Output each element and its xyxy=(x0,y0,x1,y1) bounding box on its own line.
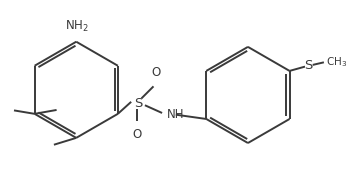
Text: S: S xyxy=(134,97,142,110)
Text: O: O xyxy=(133,128,142,141)
Text: O: O xyxy=(151,67,161,80)
Text: NH$_2$: NH$_2$ xyxy=(65,19,89,34)
Text: S: S xyxy=(304,59,313,72)
Text: CH$_3$: CH$_3$ xyxy=(326,55,348,69)
Text: NH: NH xyxy=(166,108,184,121)
